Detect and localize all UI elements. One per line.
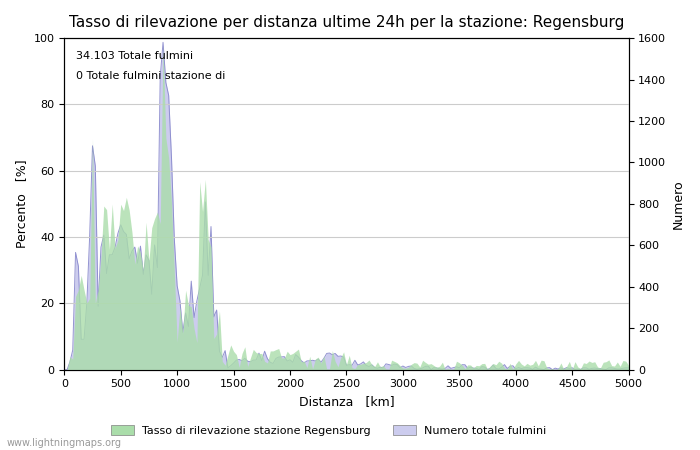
Legend: Tasso di rilevazione stazione Regensburg, Numero totale fulmini: Tasso di rilevazione stazione Regensburg… [107, 420, 551, 440]
Text: 34.103 Totale fulmini: 34.103 Totale fulmini [76, 51, 192, 61]
Text: 0 Totale fulmini stazione di: 0 Totale fulmini stazione di [76, 71, 225, 81]
Title: Tasso di rilevazione per distanza ultime 24h per la stazione: Regensburg: Tasso di rilevazione per distanza ultime… [69, 15, 624, 30]
Text: www.lightningmaps.org: www.lightningmaps.org [7, 437, 122, 447]
Y-axis label: Numero: Numero [672, 179, 685, 229]
X-axis label: Distanza   [km]: Distanza [km] [299, 395, 394, 408]
Y-axis label: Percento   [%]: Percento [%] [15, 160, 28, 248]
